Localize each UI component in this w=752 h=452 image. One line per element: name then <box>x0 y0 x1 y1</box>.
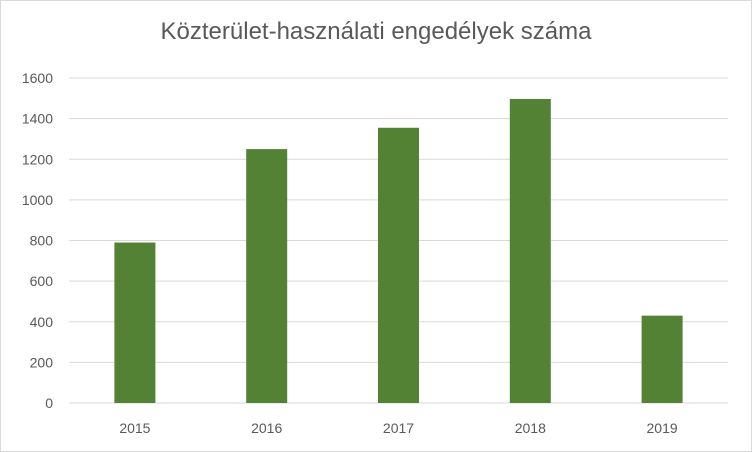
y-tick-label: 1600 <box>22 70 53 86</box>
bar-2015 <box>114 242 156 403</box>
x-tick-label: 2017 <box>383 420 414 436</box>
x-tick-label: 2015 <box>119 420 150 436</box>
y-tick-label: 1400 <box>22 111 53 127</box>
y-tick-label: 800 <box>30 233 54 249</box>
y-tick-label: 1000 <box>22 192 53 208</box>
x-tick-label: 2019 <box>647 420 678 436</box>
y-tick-label: 1200 <box>22 151 53 167</box>
bar-2018 <box>509 98 551 403</box>
y-tick-label: 600 <box>30 273 54 289</box>
bars <box>114 98 683 403</box>
x-tick-label: 2016 <box>251 420 282 436</box>
y-tick-label: 200 <box>30 354 54 370</box>
y-axis-tick-labels: 0 200 400 600 800 1000 1200 1400 1600 <box>22 70 53 411</box>
x-axis-tick-labels: 2015 2016 2017 2018 2019 <box>119 420 678 436</box>
bar-2016 <box>246 149 288 403</box>
y-tick-label: 0 <box>45 395 53 411</box>
bar-2019 <box>641 315 683 403</box>
y-tick-label: 400 <box>30 314 54 330</box>
bar-2017 <box>378 127 419 403</box>
x-tick-label: 2018 <box>515 420 546 436</box>
chart-title: Közterület-használati engedélyek száma <box>160 18 592 45</box>
